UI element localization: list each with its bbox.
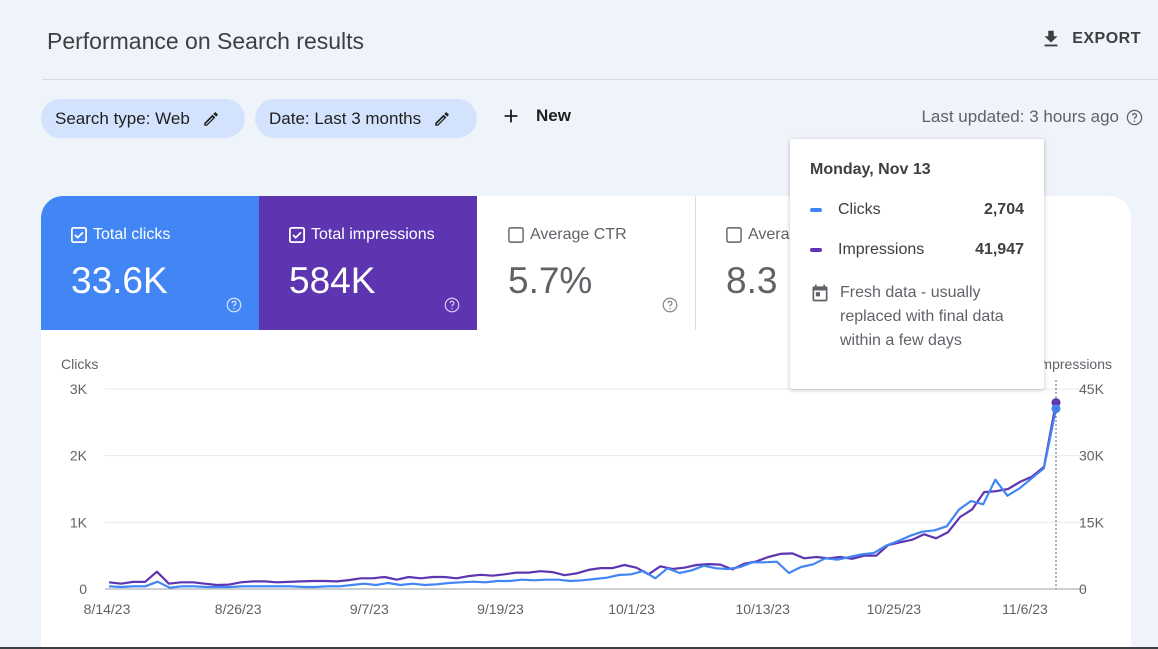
search-type-label: Search type: Web (55, 108, 190, 128)
tooltip-fresh-note: Fresh data - usually replaced with final… (810, 281, 1024, 353)
left-tick-label: 3K (70, 381, 88, 397)
impressions-series-line (108, 402, 1058, 587)
impressions-hover-point (1051, 398, 1061, 408)
checkbox-unchecked-icon[interactable] (508, 227, 524, 243)
x-tick-label: 10/25/23 (867, 601, 922, 617)
metric-label: Average CTR (530, 226, 627, 243)
x-tick-label: 8/14/23 (84, 601, 131, 617)
tooltip-date: Monday, Nov 13 (810, 161, 931, 178)
tooltip-clicks-label: Clicks (838, 201, 881, 218)
help-circle-icon[interactable] (443, 296, 461, 314)
x-tick-label: 9/19/23 (477, 601, 524, 617)
tooltip-impressions-row: Impressions 41,947 (810, 241, 1024, 259)
calendar-icon (812, 284, 828, 302)
x-tick-label: 10/1/23 (608, 601, 655, 617)
date-filter-chip[interactable]: Date: Last 3 months (255, 99, 477, 138)
export-label: EXPORT (1072, 30, 1141, 47)
search-type-filter-chip[interactable]: Search type: Web (41, 99, 245, 138)
right-tick-label: 30K (1079, 448, 1105, 464)
metric-label-row: Total impressions (289, 226, 477, 244)
metric-value: 584K (289, 260, 376, 301)
impressions-legend-swatch (810, 248, 822, 252)
right-axis-label: Impressions (1037, 356, 1112, 372)
new-filter-label: New (536, 106, 571, 125)
right-tick-label: 45K (1079, 381, 1105, 397)
checkbox-checked-icon[interactable] (289, 227, 305, 243)
metric-total-clicks[interactable]: Total clicks 33.6K (41, 196, 259, 330)
checkbox-checked-icon[interactable] (71, 227, 87, 243)
plus-icon (504, 109, 518, 123)
download-icon (1044, 30, 1058, 47)
metric-label: Total impressions (311, 226, 435, 243)
performance-chart[interactable]: Clicks Impressions 0 0 1K 15K 2K 30K 3K 45K 8/1… (41, 330, 1131, 649)
right-tick-label: 15K (1079, 514, 1105, 530)
metric-value: 8.3 (726, 260, 778, 301)
tooltip-clicks-row: Clicks 2,704 (810, 201, 1024, 219)
help-circle-icon[interactable] (225, 296, 243, 314)
help-circle-icon[interactable] (1125, 108, 1144, 127)
metric-total-impressions[interactable]: Total impressions 584K (259, 196, 477, 330)
metric-label: Total clicks (93, 226, 171, 243)
x-tick-label: 9/7/23 (350, 601, 389, 617)
left-tick-label: 2K (70, 448, 88, 464)
right-tick-label: 0 (1079, 581, 1087, 597)
x-tick-label: 8/26/23 (215, 601, 262, 617)
pencil-icon (204, 111, 218, 126)
checkbox-unchecked-icon[interactable] (726, 227, 742, 243)
x-tick-label: 11/6/23 (1002, 601, 1048, 617)
metric-label-row: Average CTR (508, 226, 695, 244)
last-updated-text: Last updated: 3 hours ago (921, 107, 1119, 126)
metric-average-ctr[interactable]: Average CTR 5.7% (478, 196, 696, 330)
metric-value: 33.6K (71, 260, 168, 301)
left-tick-label: 1K (70, 514, 88, 530)
clicks-series-line (108, 408, 1058, 589)
last-updated: Last updated: 3 hours ago (921, 107, 1144, 127)
tooltip-fresh-text: Fresh data - usually replaced with final… (840, 284, 1004, 349)
clicks-legend-swatch (810, 208, 822, 212)
metric-label-row: Total clicks (71, 226, 259, 244)
pencil-icon (435, 111, 449, 126)
left-tick-label: 0 (79, 581, 87, 597)
page-title: Performance on Search results (47, 28, 365, 54)
date-filter-label: Date: Last 3 months (269, 108, 422, 128)
metric-value: 5.7% (508, 260, 593, 301)
chart-tooltip: Monday, Nov 13 Clicks 2,704 Impressions … (790, 139, 1044, 389)
tooltip-impressions-value: 41,947 (975, 241, 1024, 258)
x-tick-label: 10/13/23 (735, 601, 790, 617)
tooltip-clicks-value: 2,704 (983, 201, 1024, 218)
header-divider (42, 79, 1158, 80)
left-axis-label: Clicks (61, 356, 98, 372)
tooltip-impressions-label: Impressions (838, 241, 925, 258)
help-circle-icon[interactable] (661, 296, 679, 314)
new-filter-button[interactable]: New (500, 105, 571, 127)
export-button[interactable]: EXPORT (1040, 28, 1141, 50)
bottom-edge (0, 647, 1158, 649)
